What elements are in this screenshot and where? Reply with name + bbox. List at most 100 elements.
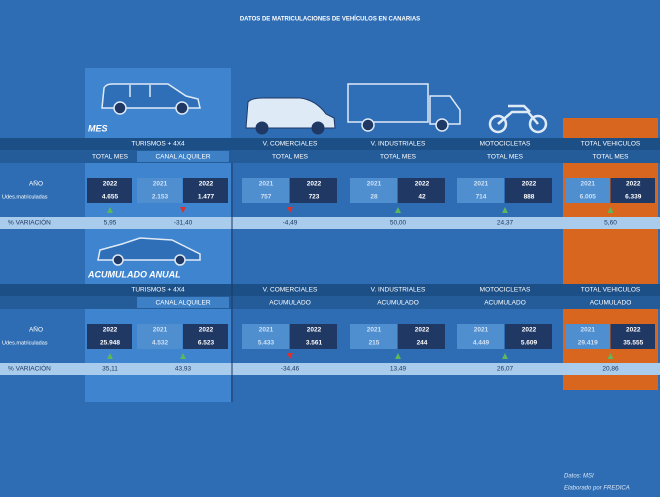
variation: 24,37 [497, 220, 514, 227]
group-name: TOTAL VEHICULOS [581, 141, 641, 148]
column-header: CANAL ALQUILER [155, 300, 210, 307]
header-band [0, 296, 660, 309]
year: 2022 [522, 181, 537, 188]
units: 6.339 [625, 194, 642, 201]
year: 2021 [474, 327, 489, 334]
year-cell [242, 178, 289, 203]
variation: 50,00 [390, 220, 407, 227]
column-header: ACUMULADO [484, 300, 526, 307]
units: 5.609 [521, 340, 538, 347]
variation: -31,40 [174, 220, 193, 227]
down-arrow [287, 207, 293, 213]
up-arrow [107, 353, 113, 359]
group-name: V. COMERCIALES [263, 141, 318, 148]
column-header: TOTAL MES [380, 154, 417, 161]
units: 4.449 [473, 340, 490, 347]
year: 2021 [581, 181, 596, 188]
year: 2022 [199, 327, 214, 334]
variation-band [0, 363, 660, 375]
units: 723 [309, 194, 320, 201]
column-header: TOTAL MES [92, 154, 129, 161]
year: 2022 [199, 181, 214, 188]
year: 2022 [522, 327, 537, 334]
up-arrow [180, 353, 186, 359]
column-header: ACUMULADO [269, 300, 311, 307]
group-name: TURISMOS + 4X4 [131, 141, 185, 148]
year-cell [350, 324, 397, 349]
units: 244 [417, 340, 428, 347]
year: 2022 [626, 327, 641, 334]
year: 2022 [415, 327, 430, 334]
year: 2022 [307, 181, 322, 188]
year: 2022 [307, 327, 322, 334]
year-cell [505, 178, 552, 203]
down-arrow [180, 207, 186, 213]
year: 2021 [367, 181, 382, 188]
suv-icon [101, 83, 201, 115]
year: 2021 [259, 327, 274, 334]
variation: 5,95 [104, 220, 117, 227]
group-band [0, 284, 660, 296]
year: 2022 [103, 181, 118, 188]
down-arrow [287, 353, 293, 359]
row-label: AÑO [29, 179, 43, 188]
year-cell [565, 178, 610, 203]
up-arrow [607, 207, 614, 213]
section-title: ACUMULADO ANUAL [87, 269, 181, 279]
truck-icon [347, 83, 461, 132]
car-icon [97, 237, 201, 266]
year-cell [87, 178, 132, 203]
year: 2021 [153, 327, 168, 334]
units: 25.948 [100, 340, 120, 347]
up-arrow [107, 207, 113, 213]
column-header: TOTAL MES [487, 154, 524, 161]
group-name: MOTOCICLETAS [480, 287, 531, 294]
header-cell [137, 297, 229, 308]
column-header: TOTAL MES [272, 154, 309, 161]
up-arrow [607, 353, 614, 359]
year-cell [457, 324, 504, 349]
row-label: Udes.matriculadas [2, 340, 48, 346]
variation-band [0, 217, 660, 229]
variation: 35,11 [102, 366, 118, 373]
up-arrow [502, 207, 508, 213]
motorcycle-icon [488, 104, 548, 134]
column-header: CANAL ALQUILER [155, 154, 210, 161]
year: 2021 [153, 181, 168, 188]
year-cell [457, 178, 504, 203]
variation: 13,49 [390, 366, 407, 373]
variation: -34,46 [281, 366, 300, 373]
units: 42 [418, 194, 426, 201]
bands [0, 138, 660, 375]
year-cell [87, 324, 132, 349]
units: 888 [524, 194, 535, 201]
page-title: DATOS DE MATRICULACIONES DE VEHÍCULOS EN… [240, 15, 420, 23]
group-name: V. INDUSTRIALES [371, 287, 426, 294]
year: 2022 [415, 181, 430, 188]
footer-credit: Elaborado por FREDICA [564, 486, 630, 492]
units: 215 [369, 340, 380, 347]
year-cell [350, 178, 397, 203]
year: 2021 [581, 327, 596, 334]
variation: 43,93 [175, 366, 192, 373]
units: 28 [370, 194, 378, 201]
units: 4.655 [102, 194, 119, 201]
units: 757 [261, 194, 272, 201]
group-name: MOTOCICLETAS [480, 141, 531, 148]
column-header: ACUMULADO [590, 300, 632, 307]
year: 2022 [103, 327, 118, 334]
variation: 20,86 [602, 366, 619, 373]
year: 2022 [626, 181, 641, 188]
up-arrow [502, 353, 508, 359]
column-header: ACUMULADO [377, 300, 419, 307]
variation: 5,60 [604, 220, 617, 227]
year-cell [565, 324, 610, 349]
units: 6.005 [580, 194, 597, 201]
year-cell [610, 324, 655, 349]
year-cell [290, 324, 337, 349]
variation: -4,49 [283, 220, 298, 227]
group-name: V. INDUSTRIALES [371, 141, 426, 148]
row-label: % VARIACIÓN [8, 218, 51, 227]
year-cell [183, 324, 228, 349]
units: 6.523 [198, 340, 215, 347]
